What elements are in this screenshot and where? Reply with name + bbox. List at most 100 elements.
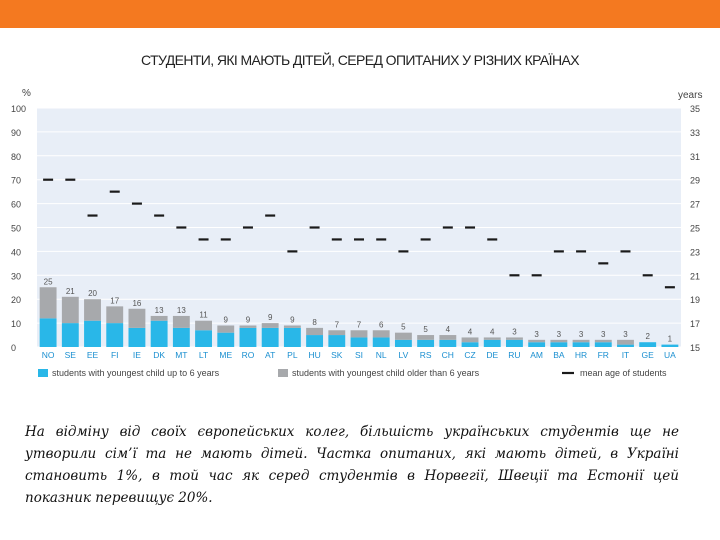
bar-youngest-older-6 [528, 339, 546, 343]
category-label: AT [265, 350, 275, 360]
left-tick-label: 60 [11, 200, 21, 210]
bar-youngest-up-to-6 [506, 339, 523, 347]
chart: 0102030405060708090100151719212325272931… [11, 88, 702, 378]
bar-youngest-up-to-6 [528, 342, 546, 347]
category-label: MT [175, 350, 187, 360]
right-tick-label: 25 [690, 224, 700, 234]
data-label: 11 [199, 311, 208, 320]
bar-youngest-older-6 [217, 325, 235, 333]
category-label: LT [199, 350, 208, 360]
data-label: 9 [246, 315, 251, 324]
bar-youngest-older-6 [483, 337, 501, 340]
left-tick-label: 80 [11, 152, 21, 162]
bar-youngest-up-to-6 [283, 327, 301, 347]
left-tick-label: 20 [11, 295, 21, 305]
left-tick-label: 100 [11, 104, 26, 114]
category-label: IT [622, 350, 630, 360]
bar-youngest-up-to-6 [328, 335, 346, 347]
bar-youngest-up-to-6 [550, 342, 568, 347]
bar-youngest-older-6 [550, 339, 568, 343]
bar-youngest-up-to-6 [372, 337, 390, 347]
category-label: DK [153, 350, 165, 360]
chart-title: СТУДЕНТИ, ЯКІ МАЮТЬ ДІТЕЙ, СЕРЕД ОПИТАНИ… [141, 52, 580, 68]
category-label: CZ [464, 350, 475, 360]
right-tick-label: 15 [690, 343, 700, 353]
left-tick-label: 70 [11, 176, 21, 186]
bar-youngest-older-6 [350, 330, 368, 338]
left-axis-label: % [22, 88, 31, 99]
bar-youngest-up-to-6 [217, 332, 235, 347]
category-label: SE [65, 350, 77, 360]
bar-youngest-older-6 [150, 315, 168, 321]
data-label: 3 [557, 330, 562, 339]
category-label: SI [355, 350, 363, 360]
legend-label-mean-age: mean age of students [580, 368, 667, 378]
category-label: BA [553, 350, 565, 360]
category-label: SK [331, 350, 343, 360]
right-tick-label: 31 [690, 152, 700, 162]
data-label: 9 [268, 313, 273, 322]
category-label: NO [42, 350, 55, 360]
data-label: 5 [401, 323, 406, 332]
data-label: 4 [490, 327, 495, 336]
data-label: 1 [668, 335, 673, 344]
right-tick-label: 23 [690, 247, 700, 257]
data-label: 5 [423, 325, 428, 334]
category-label: RS [420, 350, 432, 360]
category-label: FR [598, 350, 609, 360]
right-axis-label: years [678, 90, 702, 101]
bar-youngest-up-to-6 [261, 327, 279, 347]
data-label: 21 [66, 287, 75, 296]
category-label: EE [87, 350, 99, 360]
bar-youngest-up-to-6 [106, 323, 124, 347]
right-tick-label: 29 [690, 176, 700, 186]
data-label: 3 [534, 330, 539, 339]
bar-youngest-up-to-6 [572, 342, 590, 347]
category-label: AM [530, 350, 543, 360]
legend-swatch-up-to-6 [38, 369, 48, 377]
bar-youngest-older-6 [461, 337, 479, 343]
data-label: 8 [312, 318, 317, 327]
right-tick-label: 35 [690, 104, 700, 114]
category-label: HR [575, 350, 587, 360]
data-label: 9 [224, 315, 229, 324]
bar-youngest-up-to-6 [483, 339, 501, 347]
bar-youngest-older-6 [506, 337, 523, 340]
category-label: LV [399, 350, 409, 360]
category-label: RU [508, 350, 520, 360]
bar-youngest-older-6 [572, 339, 590, 343]
bar-youngest-older-6 [261, 323, 279, 328]
data-label: 2 [645, 332, 650, 341]
bar-youngest-up-to-6 [394, 339, 412, 347]
data-label: 20 [88, 289, 97, 298]
bar-youngest-older-6 [394, 332, 412, 340]
data-label: 17 [110, 296, 119, 305]
left-tick-label: 50 [11, 224, 21, 234]
bar-youngest-up-to-6 [461, 342, 479, 347]
bar-youngest-older-6 [439, 335, 457, 340]
bar-youngest-up-to-6 [417, 339, 435, 347]
data-label: 6 [379, 320, 384, 329]
bar-youngest-older-6 [617, 339, 634, 345]
bar-youngest-up-to-6 [639, 342, 657, 347]
bar-youngest-older-6 [61, 296, 79, 324]
legend-label-up-to-6: students with youngest child up to 6 yea… [52, 368, 220, 378]
data-label: 7 [357, 320, 362, 329]
category-label: FI [111, 350, 119, 360]
data-label: 3 [601, 330, 606, 339]
category-label: IE [133, 350, 141, 360]
data-label: 4 [468, 327, 473, 336]
bar-youngest-older-6 [195, 320, 212, 331]
category-label: DE [486, 350, 498, 360]
bar-youngest-up-to-6 [239, 327, 257, 347]
bar-youngest-older-6 [328, 330, 346, 336]
top-accent-bar [0, 0, 720, 28]
left-tick-label: 30 [11, 271, 21, 281]
bar-youngest-older-6 [306, 327, 324, 336]
data-label: 16 [132, 299, 141, 308]
legend-label-older-6: students with youngest child older than … [292, 368, 480, 378]
category-label: CH [442, 350, 454, 360]
data-label: 13 [177, 306, 186, 315]
bar-youngest-up-to-6 [617, 344, 634, 347]
bar-youngest-older-6 [172, 315, 190, 328]
